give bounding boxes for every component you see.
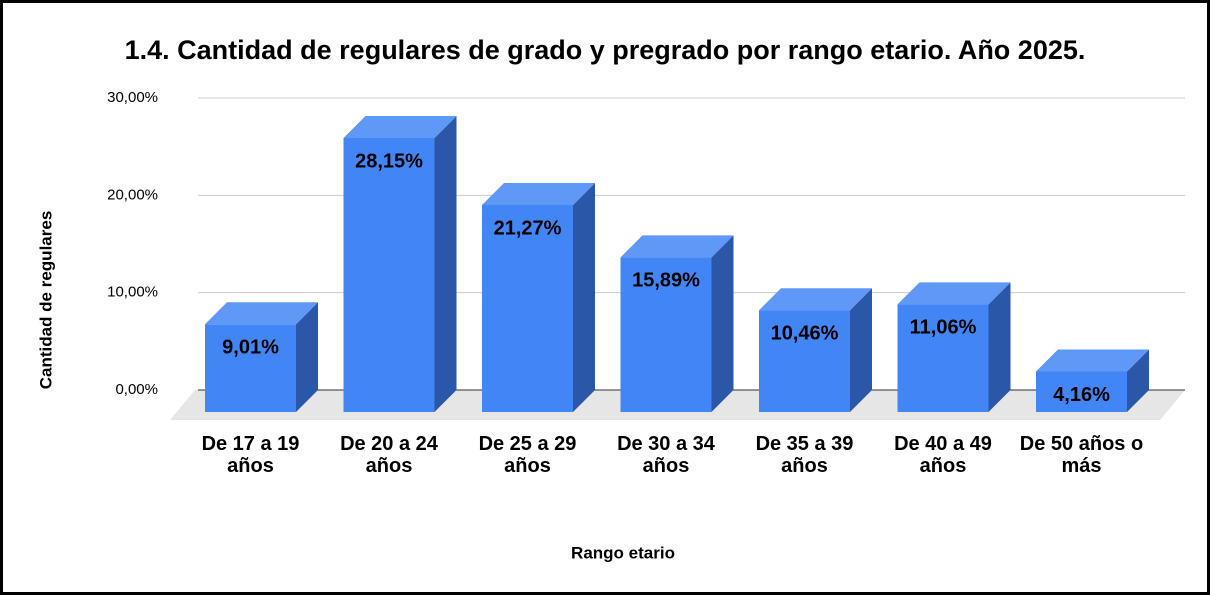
bar — [620, 257, 712, 412]
data-label: 9,01% — [222, 337, 279, 359]
bar-top — [1036, 349, 1149, 372]
bar — [205, 324, 296, 412]
x-tick-label: De 17 a 19 años — [201, 433, 300, 477]
y-axis-title: Cantidad de regulares — [36, 211, 55, 390]
bar — [1036, 371, 1127, 412]
data-label: 15,89% — [632, 270, 700, 292]
bar-top — [897, 282, 1011, 305]
x-tick-label: De 30 a 34 años — [617, 433, 715, 477]
data-label: 10,46% — [771, 322, 839, 344]
bar — [897, 304, 989, 412]
bar-side — [988, 282, 1011, 412]
x-axis-title: Rango etario — [571, 543, 675, 562]
x-tick-label: De 40 a 49 años — [894, 433, 992, 477]
x-tick-label: De 50 años o más — [1019, 433, 1144, 477]
y-tick-label: 0,00% — [115, 381, 158, 398]
bar-top — [482, 182, 595, 205]
bar-top — [620, 235, 734, 258]
bar-top — [205, 302, 318, 325]
y-tick-label: 10,00% — [107, 284, 158, 301]
x-tick-label: De 20 a 24 años — [340, 433, 438, 477]
data-label: 4,16% — [1053, 384, 1110, 406]
bar-top — [759, 288, 872, 311]
data-label: 11,06% — [910, 317, 977, 339]
bar-side — [711, 235, 734, 412]
x-tick-label: De 25 a 29 años — [478, 433, 577, 477]
bar-side — [296, 302, 318, 412]
chart: 1.4. Cantidad de regulares de grado y pr… — [36, 35, 1185, 562]
bar — [482, 204, 573, 412]
bar — [759, 310, 850, 412]
bar-side — [434, 116, 457, 413]
bar-top — [343, 116, 457, 139]
bar — [343, 138, 435, 413]
chart-title: 1.4. Cantidad de regulares de grado y pr… — [125, 35, 1086, 65]
y-tick-label: 20,00% — [107, 186, 158, 203]
x-tick-label: De 35 a 39 años — [755, 433, 854, 477]
data-label: 28,15% — [355, 150, 423, 172]
bar-side — [1127, 349, 1149, 412]
data-label: 21,27% — [494, 217, 562, 239]
bar-side — [850, 288, 872, 412]
y-tick-label: 30,00% — [107, 89, 158, 106]
bar-side — [573, 182, 595, 412]
